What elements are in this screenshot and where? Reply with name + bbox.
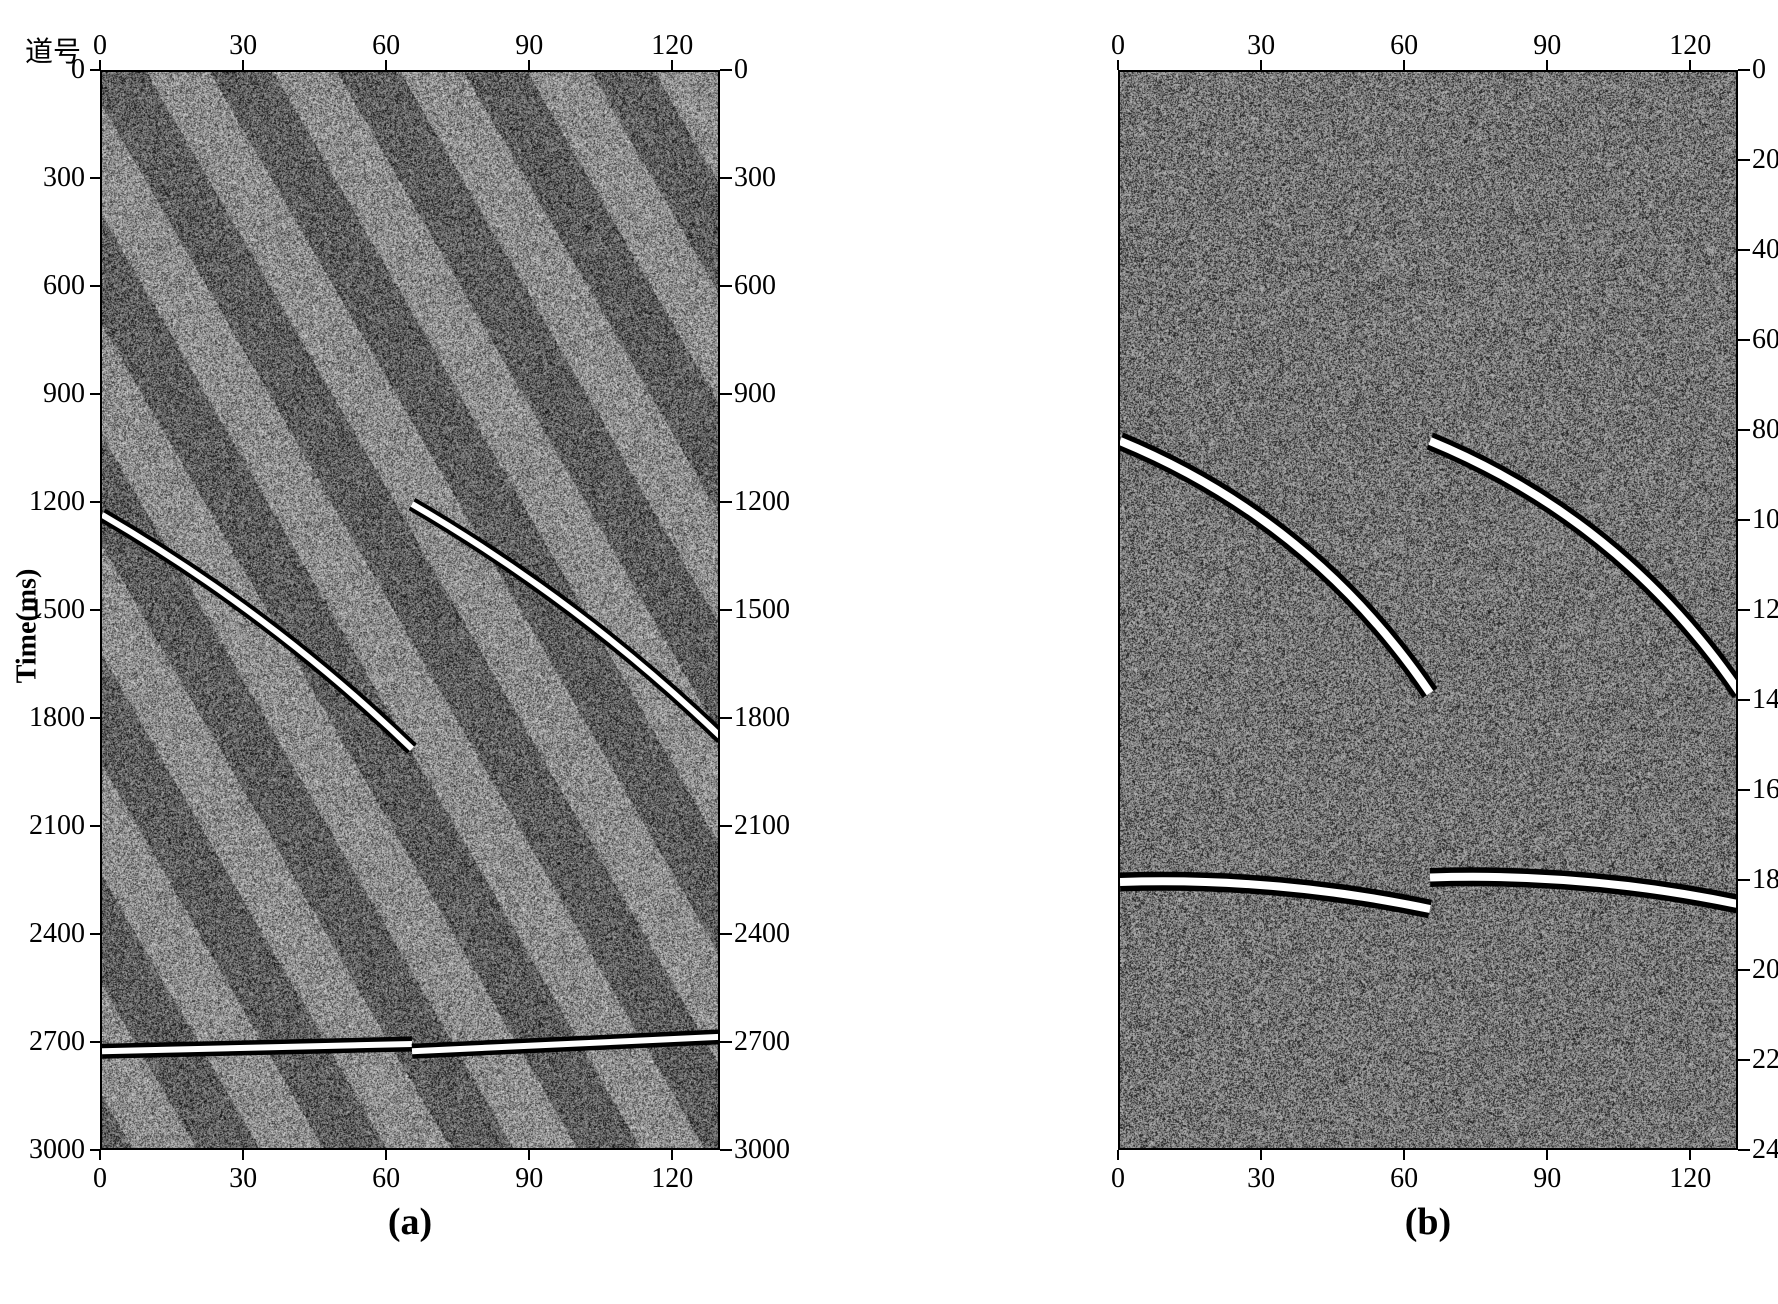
xtick-label-top: 120: [651, 30, 693, 62]
ytick-label-left: 1200: [5, 486, 85, 518]
xtick-label-bottom: 120: [1669, 1163, 1711, 1195]
ytick-label-left: 2700: [5, 1026, 85, 1058]
ytick-label-right: 600: [1752, 324, 1778, 356]
ytick-label-right: 1400: [1752, 684, 1778, 716]
xtick-label-bottom: 60: [1390, 1163, 1418, 1195]
ytick-label-right: 900: [734, 378, 776, 410]
ytick-label-right: 2200: [1752, 1044, 1778, 1076]
ytick-label-right: 1200: [734, 486, 790, 518]
panel-a-top-ticks: [100, 60, 720, 70]
ytick-label-right: 1000: [1752, 504, 1778, 536]
panel-b-right-ticks: [1738, 70, 1750, 1150]
panel-a-caption: (a): [388, 1200, 432, 1244]
xtick-label-bottom: 30: [229, 1163, 257, 1195]
panel-b-plot: [1118, 70, 1738, 1150]
xtick-label-top: 60: [372, 30, 400, 62]
xtick-label-bottom: 60: [372, 1163, 400, 1195]
ytick-label-right: 400: [1752, 234, 1778, 266]
ytick-label-left: 2400: [5, 918, 85, 950]
xtick-label-top: 0: [93, 30, 107, 62]
xtick-label-top: 60: [1390, 30, 1418, 62]
ytick-label-left: 2100: [5, 810, 85, 842]
panel-a-right-ticks: [720, 70, 732, 1150]
panel-b-top-ticks: [1118, 60, 1738, 70]
ytick-label-right: 2700: [734, 1026, 790, 1058]
panel-a-bottom-ticks: [100, 1150, 720, 1160]
ytick-label-right: 800: [1752, 414, 1778, 446]
xtick-label-bottom: 0: [93, 1163, 107, 1195]
figure-container: 道号 Time(ms) 0306090120 0306090120 030060…: [0, 0, 1778, 1264]
ytick-label-right: 0: [734, 54, 748, 86]
ytick-label-right: 2100: [734, 810, 790, 842]
panel-b-caption: (b): [1405, 1200, 1451, 1244]
ytick-label-right: 200: [1752, 144, 1778, 176]
ytick-label-left: 600: [5, 270, 85, 302]
xtick-label-top: 30: [1247, 30, 1275, 62]
ytick-label-left: 0: [5, 54, 85, 86]
panel-a-left-ticks: [90, 70, 100, 1150]
ytick-label-left: 3000: [5, 1134, 85, 1166]
xtick-label-bottom: 90: [515, 1163, 543, 1195]
ytick-label-right: 2400: [734, 918, 790, 950]
xtick-label-top: 90: [1533, 30, 1561, 62]
ytick-label-right: 2400: [1752, 1134, 1778, 1166]
panel-a-noise: [102, 72, 720, 1150]
ytick-label-left: 900: [5, 378, 85, 410]
ytick-label-right: 0: [1752, 54, 1766, 86]
ytick-label-right: 1800: [734, 702, 790, 734]
panel-b: 0306090120 0306090120 020040060080010001…: [1118, 70, 1738, 1150]
ytick-label-right: 3000: [734, 1134, 790, 1166]
panel-b-bottom-ticks: [1118, 1150, 1738, 1160]
xtick-label-bottom: 120: [651, 1163, 693, 1195]
ytick-label-right: 1600: [1752, 774, 1778, 806]
xtick-label-bottom: 0: [1111, 1163, 1125, 1195]
ytick-label-right: 600: [734, 270, 776, 302]
panel-b-wrapper: 0306090120 0306090120 020040060080010001…: [1118, 20, 1738, 1244]
y-axis-label: Time(ms): [11, 569, 43, 684]
ytick-label-left: 1800: [5, 702, 85, 734]
panel-b-noise: [1120, 72, 1738, 1150]
xtick-label-top: 120: [1669, 30, 1711, 62]
ytick-label-right: 1800: [1752, 864, 1778, 896]
ytick-label-right: 1500: [734, 594, 790, 626]
panel-a-plot: [100, 70, 720, 1150]
xtick-label-top: 90: [515, 30, 543, 62]
xtick-label-bottom: 90: [1533, 1163, 1561, 1195]
ytick-label-left: 1500: [5, 594, 85, 626]
panel-a-wrapper: 道号 Time(ms) 0306090120 0306090120 030060…: [100, 20, 720, 1244]
ytick-label-right: 300: [734, 162, 776, 194]
ytick-label-right: 1200: [1752, 594, 1778, 626]
panel-a: 道号 Time(ms) 0306090120 0306090120 030060…: [100, 70, 720, 1150]
xtick-label-top: 30: [229, 30, 257, 62]
xtick-label-top: 0: [1111, 30, 1125, 62]
xtick-label-bottom: 30: [1247, 1163, 1275, 1195]
ytick-label-left: 300: [5, 162, 85, 194]
ytick-label-right: 2000: [1752, 954, 1778, 986]
